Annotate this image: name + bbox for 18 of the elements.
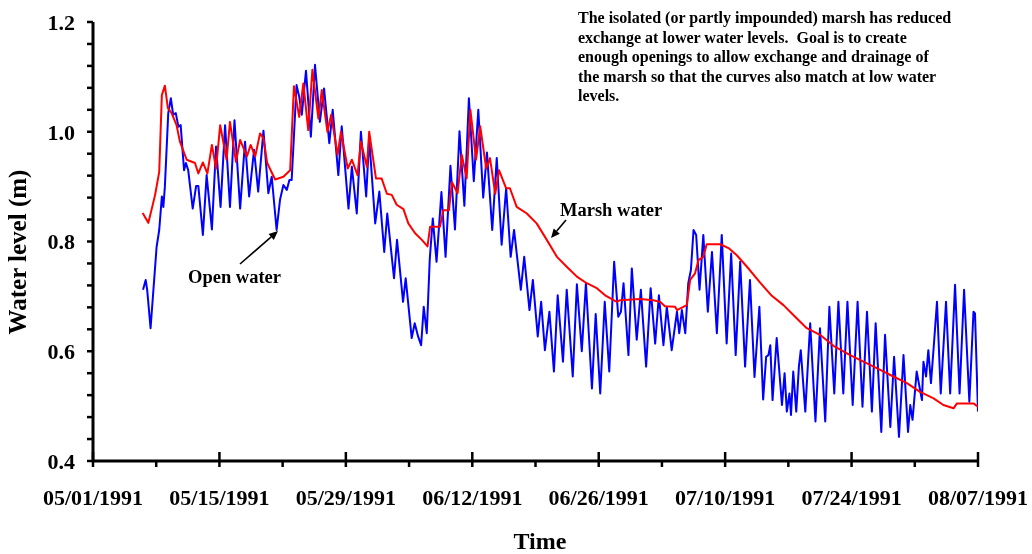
x-tick-label: 07/24/1991 [801,484,902,510]
x-tick-label: 05/01/1991 [42,484,144,510]
y-tick-label: 0.6 [47,339,75,365]
x-tick-label: 05/29/1991 [295,484,396,510]
x-tick-label: 05/15/1991 [169,484,270,510]
x-tick-label: 06/12/1991 [422,484,523,510]
y-axis-title: Water level (m) [4,169,32,335]
x-tick-label: 08/07/1991 [927,484,1029,510]
y-tick-label: 0.4 [47,448,75,474]
y-tick-label: 1.2 [47,9,75,35]
series-label: Open water [188,267,281,288]
annotation: The isolated (or partly impounded) marsh has reduced exchange at lower water levels. Goal is to create enough openings to allow exchange and drainage of the marsh so that the curves also match at low water levels. [578,8,952,106]
series-label: Marsh water [560,200,663,221]
y-tick-label: 1.0 [47,119,75,145]
y-tick-label: 0.8 [47,229,75,255]
x-axis-title: Time [513,528,567,554]
x-tick-label: 07/10/1991 [675,484,776,510]
x-tick-label: 06/26/1991 [548,484,649,510]
